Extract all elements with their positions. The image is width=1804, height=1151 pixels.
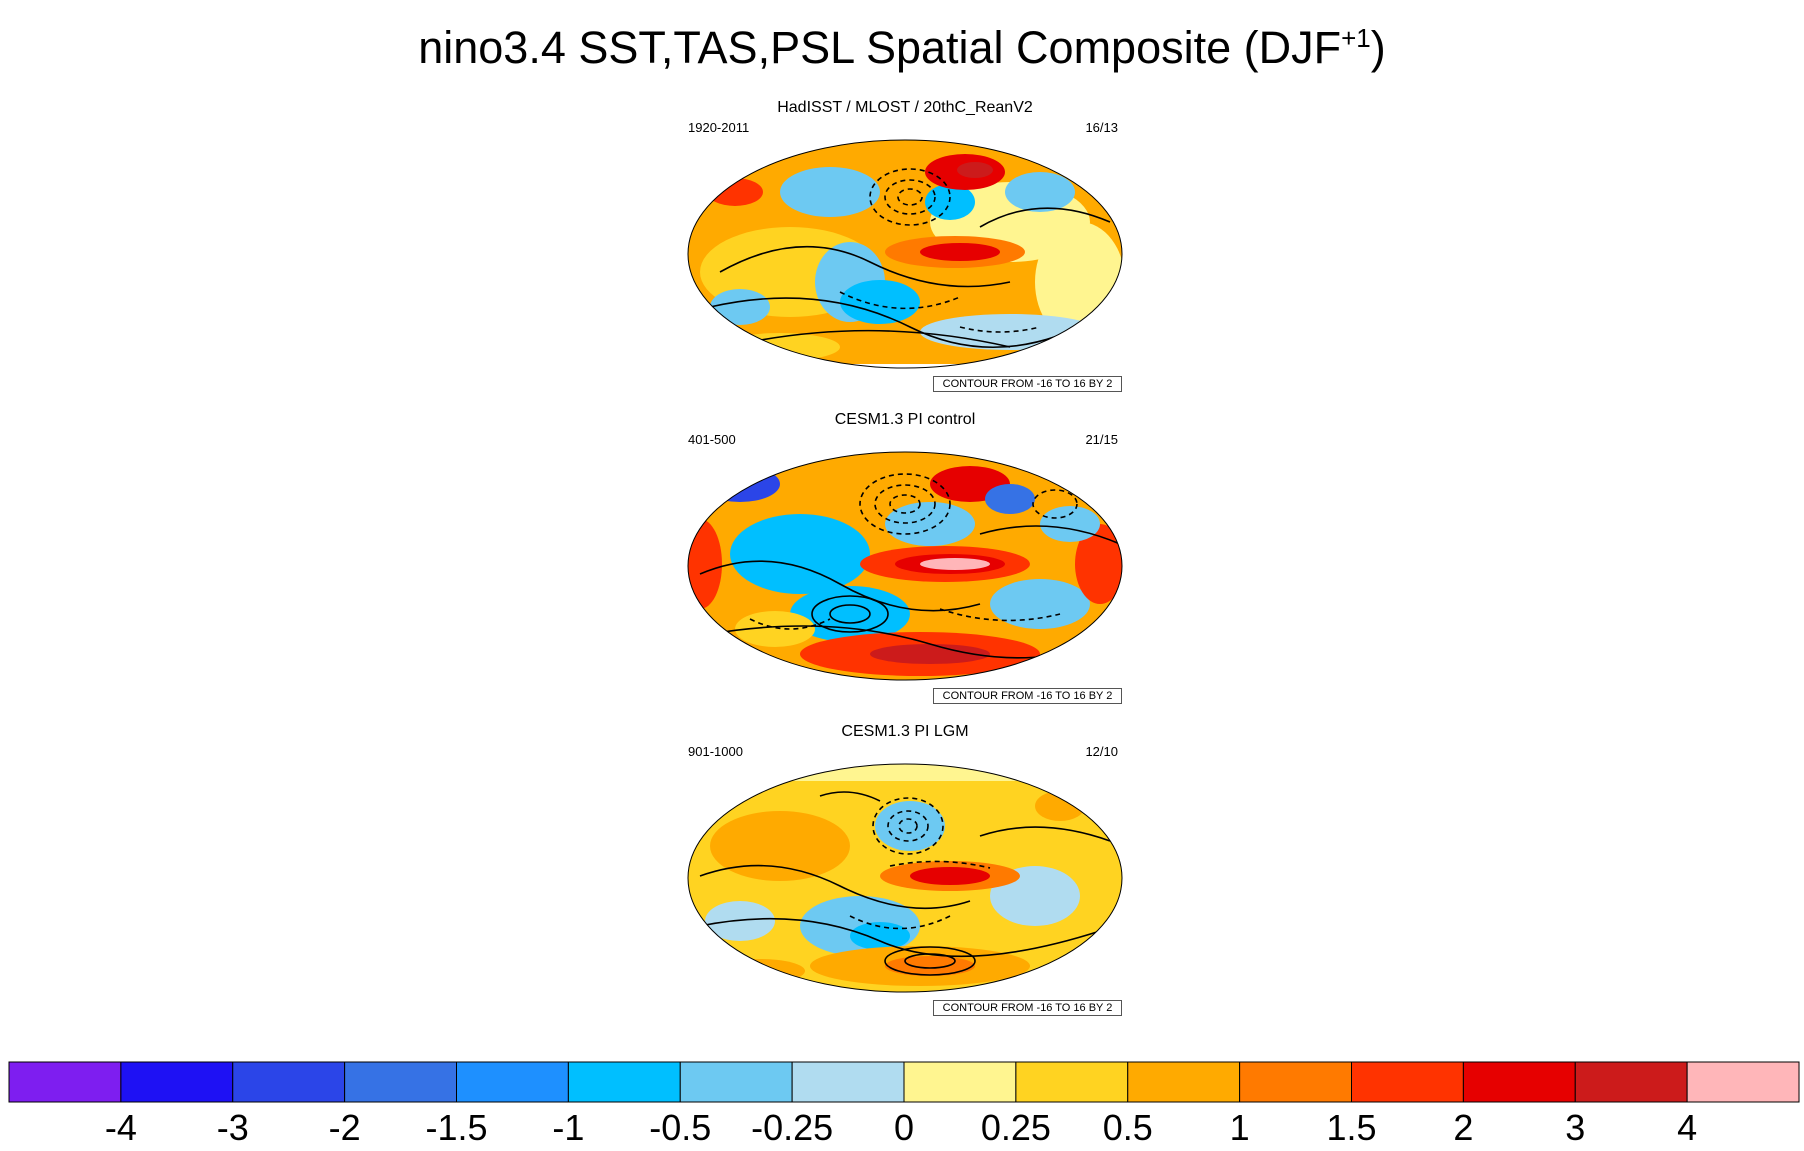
colorbar	[8, 1061, 1800, 1103]
colorbar-tick-label: -0.25	[751, 1107, 834, 1148]
contour-info: CONTOUR FROM -16 TO 16 BY 2	[933, 376, 1122, 392]
contour-info: CONTOUR FROM -16 TO 16 BY 2	[933, 1000, 1122, 1016]
map-panel-pi-control: CESM1.3 PI control 401-500 21/15	[680, 410, 1130, 715]
colorbar-swatch	[1462, 1061, 1576, 1103]
colorbar-swatch	[1015, 1061, 1129, 1103]
panel-count: 21/15	[1085, 432, 1118, 447]
colorbar-swatch	[1351, 1061, 1464, 1103]
colorbar-swatch	[232, 1061, 346, 1103]
contour-info: CONTOUR FROM -16 TO 16 BY 2	[933, 688, 1122, 704]
colorbar-swatch	[679, 1061, 793, 1103]
colorbar-swatch	[567, 1061, 681, 1103]
panel-count: 16/13	[1085, 120, 1118, 135]
colorbar-tick-label: 1.5	[1326, 1107, 1377, 1148]
map-observations	[687, 139, 1123, 369]
panel-title: HadISST / MLOST / 20thC_ReanV2	[777, 99, 1033, 116]
panel-period: 1920-2011	[688, 120, 750, 135]
colorbar-swatch	[456, 1061, 569, 1103]
colorbar-tick-label: 0	[893, 1107, 915, 1148]
map-pi-lgm	[687, 763, 1123, 993]
colorbar-swatch	[8, 1061, 122, 1103]
colorbar-tick-label: 4	[1677, 1107, 1698, 1148]
panel-period: 401-500	[688, 432, 736, 447]
panel-title: CESM1.3 PI control	[834, 411, 976, 428]
colorbar-tick-label: -3	[216, 1107, 249, 1148]
map-pi-control	[687, 451, 1123, 681]
title-superscript: +1	[1341, 23, 1371, 53]
colorbar-swatch	[344, 1061, 458, 1103]
colorbar-swatch	[791, 1061, 905, 1103]
panel-title: CESM1.3 PI LGM	[841, 723, 969, 740]
colorbar-tick-label: 1	[1229, 1107, 1250, 1148]
colorbar-tick-label: -4	[104, 1107, 137, 1148]
colorbar-swatch	[903, 1061, 1017, 1103]
colorbar-tick-label: 3	[1565, 1107, 1586, 1148]
page-title: nino3.4 SST,TAS,PSL Spatial Composite (D…	[0, 10, 1804, 76]
colorbar-swatch	[1574, 1061, 1688, 1103]
colorbar-labels: -4 -3 -2 -1.5 -1 -0.5 -0.25 0 0.25 0.5 1 1.5 2 3 4	[0, 1108, 1804, 1148]
colorbar-swatch	[1239, 1061, 1353, 1103]
map-panel-observations: HadISST / MLOST / 20thC_ReanV2 1920-2011…	[680, 98, 1130, 403]
map-panel-pi-lgm: CESM1.3 PI LGM 901-1000 12/10	[680, 722, 1130, 1027]
colorbar-tick-label: -0.5	[649, 1107, 712, 1148]
colorbar-swatch	[120, 1061, 234, 1103]
colorbar-tick-label: 2	[1453, 1107, 1474, 1148]
colorbar-tick-label: -1.5	[425, 1107, 488, 1148]
panel-count: 12/10	[1085, 744, 1118, 759]
colorbar-tick-label: -1	[552, 1107, 585, 1148]
panel-period: 901-1000	[688, 744, 743, 759]
colorbar-tick-label: -2	[328, 1107, 361, 1148]
colorbar-swatch	[1686, 1061, 1800, 1103]
colorbar-tick-label: 0.5	[1102, 1107, 1153, 1148]
colorbar-swatch	[1127, 1061, 1241, 1103]
colorbar-tick-label: 0.25	[980, 1107, 1051, 1148]
title-closing: )	[1370, 22, 1386, 73]
title-text: nino3.4 SST,TAS,PSL Spatial Composite (D…	[418, 22, 1342, 73]
